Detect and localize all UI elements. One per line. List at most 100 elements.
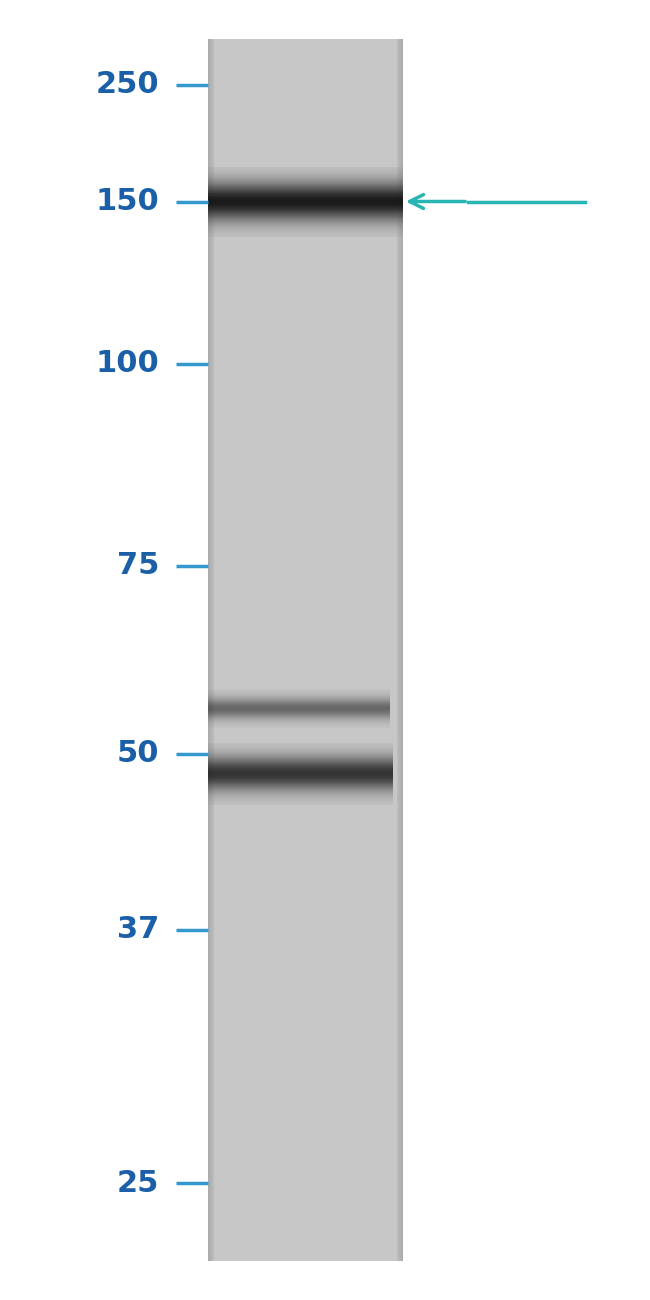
Bar: [208, 1066, 403, 1070]
Bar: [208, 1139, 403, 1143]
Bar: [208, 1150, 403, 1156]
Bar: [208, 629, 403, 633]
Bar: [208, 446, 403, 450]
Bar: [208, 72, 403, 75]
Bar: [208, 507, 403, 511]
Bar: [208, 320, 403, 324]
Bar: [208, 186, 403, 190]
Bar: [208, 337, 403, 341]
Bar: [208, 369, 403, 373]
Bar: [208, 1037, 403, 1041]
Bar: [208, 484, 403, 488]
Bar: [208, 1204, 403, 1208]
Bar: [208, 606, 403, 610]
Bar: [208, 524, 403, 528]
Bar: [208, 789, 403, 793]
Bar: [208, 153, 403, 157]
Bar: [208, 352, 403, 356]
Bar: [208, 682, 403, 686]
Bar: [208, 755, 403, 760]
Bar: [208, 536, 403, 540]
Bar: [208, 715, 403, 719]
Bar: [208, 751, 403, 755]
Bar: [208, 1098, 403, 1102]
Bar: [208, 478, 403, 484]
Bar: [208, 948, 403, 952]
Bar: [208, 845, 403, 850]
Bar: [208, 1049, 403, 1053]
Bar: [208, 381, 403, 385]
Bar: [208, 887, 403, 890]
Bar: [208, 841, 403, 845]
Bar: [208, 931, 403, 935]
Bar: [208, 658, 403, 662]
Bar: [208, 1175, 403, 1179]
Bar: [208, 1171, 403, 1175]
Bar: [400, 39, 403, 1261]
Bar: [208, 211, 403, 214]
Bar: [208, 495, 403, 499]
Bar: [208, 1212, 403, 1217]
Bar: [208, 826, 403, 829]
Bar: [208, 1057, 403, 1061]
Bar: [208, 850, 403, 854]
Bar: [208, 169, 403, 173]
Bar: [208, 516, 403, 520]
Bar: [208, 1005, 403, 1009]
Bar: [208, 1028, 403, 1034]
Bar: [208, 972, 403, 976]
Bar: [208, 1179, 403, 1183]
Bar: [208, 1147, 403, 1150]
Bar: [400, 39, 403, 1261]
Bar: [208, 194, 403, 198]
Bar: [208, 699, 403, 703]
Bar: [208, 1089, 403, 1095]
Bar: [208, 373, 403, 377]
Bar: [208, 894, 403, 898]
Bar: [208, 459, 403, 463]
Bar: [208, 463, 403, 467]
Bar: [208, 39, 211, 1261]
Bar: [208, 679, 403, 682]
Bar: [208, 226, 403, 230]
Bar: [208, 430, 403, 434]
Bar: [208, 348, 403, 352]
Bar: [208, 747, 403, 751]
Bar: [208, 39, 214, 1261]
Bar: [208, 39, 213, 1261]
Bar: [208, 214, 403, 218]
Bar: [208, 1106, 403, 1110]
Bar: [208, 1020, 403, 1024]
Bar: [208, 39, 214, 1261]
Bar: [208, 39, 403, 43]
Bar: [208, 564, 403, 568]
Bar: [208, 1114, 403, 1118]
Bar: [208, 39, 214, 1261]
Bar: [208, 939, 403, 944]
Bar: [208, 935, 403, 939]
Bar: [208, 88, 403, 92]
Bar: [208, 764, 403, 768]
Bar: [402, 39, 403, 1261]
Bar: [208, 361, 403, 365]
Bar: [208, 198, 403, 202]
Bar: [208, 980, 403, 984]
Bar: [208, 1061, 403, 1066]
Bar: [208, 1217, 403, 1221]
Bar: [208, 532, 403, 536]
Bar: [208, 406, 403, 410]
Bar: [208, 39, 212, 1261]
Bar: [400, 39, 403, 1261]
Text: 25: 25: [117, 1169, 159, 1197]
Bar: [208, 1200, 403, 1204]
Bar: [208, 165, 403, 169]
Bar: [208, 255, 403, 259]
Bar: [208, 51, 403, 56]
Bar: [208, 39, 212, 1261]
Bar: [208, 117, 403, 121]
Bar: [208, 39, 213, 1261]
Bar: [402, 39, 403, 1261]
Text: 100: 100: [96, 350, 159, 378]
Bar: [208, 190, 403, 194]
Bar: [208, 413, 403, 417]
